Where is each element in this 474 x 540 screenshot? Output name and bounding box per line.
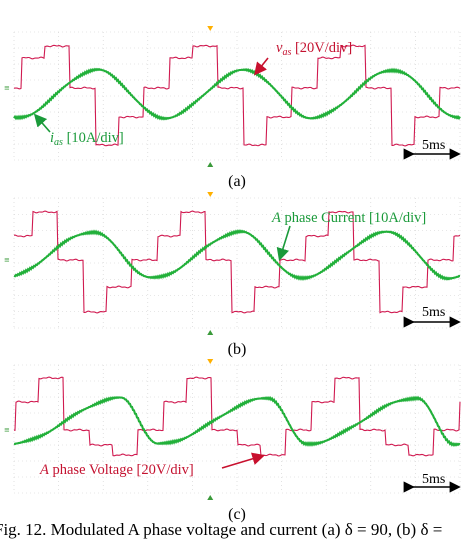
panel-a-trigger-marker <box>207 26 214 31</box>
panel-b-sublabel: (b) <box>227 341 247 358</box>
panel-a-current-trace <box>13 67 461 121</box>
panel-c-ground-marker: ≡ <box>4 426 10 434</box>
panel-a-voltage-label: vas [20V/div] <box>276 40 353 58</box>
panel-a-ground-marker: ≡ <box>4 84 10 92</box>
figure-caption: Fig. 12. Modulated A phase voltage and c… <box>0 520 443 539</box>
panel-a-sublabel: (a) <box>228 173 246 190</box>
panel-c-sublabel: (c) <box>228 506 246 523</box>
panel-b-ground-marker: ≡ <box>4 256 10 264</box>
panel-c-current-trace <box>13 395 461 448</box>
panel-c-time-marker <box>207 495 214 500</box>
panel-c-voltage-label: A phase Voltage [20V/div] <box>40 462 194 478</box>
panel-a-voltage-trace <box>13 44 461 147</box>
panel-a-current-arrow <box>33 113 51 133</box>
panel-a-current-label: ias [10A/div] <box>50 130 124 148</box>
panel-b-current-trace <box>13 229 461 281</box>
panel-c-time-scale: 5ms <box>422 472 446 487</box>
panel-b-current-label: A phase Current [10A/div] <box>272 210 427 226</box>
panel-a-time-marker <box>207 162 214 167</box>
panel-c-voltage-trace <box>13 376 461 457</box>
panel-c-voltage-arrow <box>221 452 266 469</box>
panel-b-voltage-trace <box>13 210 461 314</box>
panel-c-trigger-marker <box>207 359 214 364</box>
panel-a-voltage-arrow <box>254 57 269 76</box>
panel-a-time-scale: 5ms <box>422 138 446 153</box>
panel-b-time-scale: 5ms <box>422 305 446 320</box>
panel-b-time-marker <box>207 330 214 335</box>
panel-b-trigger-marker <box>207 192 214 197</box>
panel-b-current-arrow <box>276 225 291 262</box>
